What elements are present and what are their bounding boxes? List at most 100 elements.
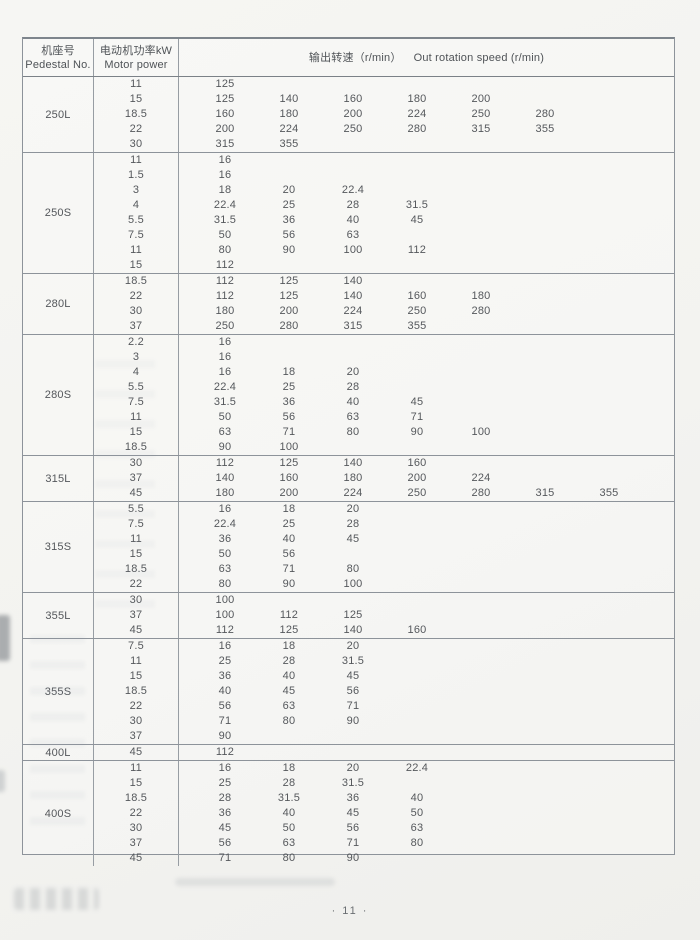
speed-value: 45 [410,214,424,226]
speed-value: 20 [346,503,360,515]
speed-value: 355 [535,123,555,135]
speed-value: 180 [343,472,363,484]
speed-values: 45 50 56 63 [179,821,674,836]
speed-value: 31.5 [213,214,237,226]
table-row: 30 45 50 56 63 [94,821,674,836]
table-row: 30 100 [94,593,674,608]
speed-value: 56 [282,229,296,241]
speed-value: 200 [471,93,491,105]
speed-value: 45 [282,685,296,697]
speed-value: 200 [215,123,235,135]
speed-value: 25 [282,199,296,211]
speed-value: 18 [282,762,296,774]
speed-value: 50 [282,822,296,834]
speed-value: 112 [215,290,235,302]
speed-values: 40 45 56 [179,684,674,699]
pedestal-no: 400L [23,745,94,760]
speed-values: 100 112 125 [179,608,674,623]
motor-power-value: 22 [94,122,179,137]
table-row: 15 36 40 45 [94,669,674,684]
speed-value: 315 [471,123,491,135]
pedestal-no: 355S [23,639,94,744]
speed-value: 80 [218,578,232,590]
speed-values: 80 90 100 112 [179,243,674,258]
group-rows: 18.5 112 125 140 22 112 125 140 160 180 30 180 200 22… [94,274,674,334]
pedestal-no: 280L [23,274,94,334]
motor-power-value: 37 [94,729,179,744]
table-body: 250L 11 125 15 125 140 160 180 200 18.5 160 180 200 2… [23,77,674,866]
group-rows: 7.5 16 18 20 11 25 28 31.5 15 36 40 45 18.5 40 45 56 22 5… [94,639,674,744]
speed-values: 16 [179,153,674,168]
motor-power-value: 3 [94,350,179,365]
table-row: 11 16 [94,153,674,168]
speed-value: 50 [218,411,232,423]
speed-values: 16 [179,350,674,365]
speed-values: 25 28 31.5 [179,654,674,669]
speed-value: 71 [282,426,296,438]
table-row: 11 25 28 31.5 [94,654,674,669]
speed-value: 18 [282,640,296,652]
table-row: 45 180 200 224 250 280 315 355 [94,486,674,501]
speed-values: 90 100 [179,440,674,455]
motor-power-value: 22 [94,577,179,592]
header-power-en: Motor power [104,58,168,71]
speed-values: 22.4 25 28 31.5 [179,198,674,213]
speed-value: 224 [343,305,363,317]
table-row: 5.5 31.5 36 40 45 [94,213,674,228]
speed-values: 18 20 22.4 [179,183,674,198]
header-speed-en: Out rotation speed (r/min) [413,51,545,64]
speed-values: 16 18 20 [179,639,674,654]
table-row: 37 90 [94,729,674,744]
speed-values: 90 [179,729,674,744]
speed-value: 112 [407,244,427,256]
pedestal-group: 400L 45 112 [23,745,674,761]
speed-value: 200 [407,472,427,484]
table-row: 18.5 63 71 80 [94,562,674,577]
speed-value: 31.5 [341,655,365,667]
speed-value: 63 [346,229,360,241]
table-row: 22 80 90 100 [94,577,674,592]
table-row: 7.5 31.5 36 40 45 [94,395,674,410]
speed-value: 280 [471,487,491,499]
table-row: 7.5 22.4 25 28 [94,517,674,532]
table-row: 4 16 18 20 [94,365,674,380]
motor-power-value: 15 [94,669,179,684]
speed-value: 45 [346,807,360,819]
speed-value: 40 [218,685,232,697]
speed-value: 22.4 [213,518,237,530]
speed-value: 280 [535,108,555,120]
speed-value: 18 [282,366,296,378]
speed-value: 28 [282,655,296,667]
group-rows: 30 100 37 100 112 125 45 112 125 140 160 [94,593,674,638]
motor-power-value: 18.5 [94,274,179,289]
motor-power-value: 18.5 [94,791,179,806]
speed-value: 25 [282,381,296,393]
table-row: 1.5 16 [94,168,674,183]
speed-value: 28 [218,792,232,804]
speed-value: 224 [407,108,427,120]
table-row: 2.2 16 [94,335,674,350]
speed-value: 125 [279,457,299,469]
speed-value: 71 [282,563,296,575]
speed-value: 112 [215,624,235,636]
speed-values: 71 80 90 [179,714,674,729]
speed-value: 250 [215,320,235,332]
speed-value: 250 [407,487,427,499]
speed-value: 18 [282,503,296,515]
speed-values: 112 125 140 160 180 [179,289,674,304]
speed-values: 112 [179,745,674,760]
pedestal-group: 250L 11 125 15 125 140 160 180 200 18.5 160 180 200 2… [23,77,674,153]
motor-power-value: 22 [94,806,179,821]
speed-value: 36 [218,533,232,545]
speed-value: 80 [346,563,360,575]
speed-value: 80 [282,852,296,864]
motor-power-value: 11 [94,410,179,425]
pedestal-group: 280L 18.5 112 125 140 22 112 125 140 160 180 30 180 2… [23,274,674,335]
speed-value: 250 [343,123,363,135]
speed-values: 50 56 [179,547,674,562]
speed-value: 28 [346,199,360,211]
speed-value: 315 [535,487,555,499]
speed-values: 56 63 71 80 [179,836,674,851]
speed-value: 90 [410,426,424,438]
speed-value: 28 [346,518,360,530]
